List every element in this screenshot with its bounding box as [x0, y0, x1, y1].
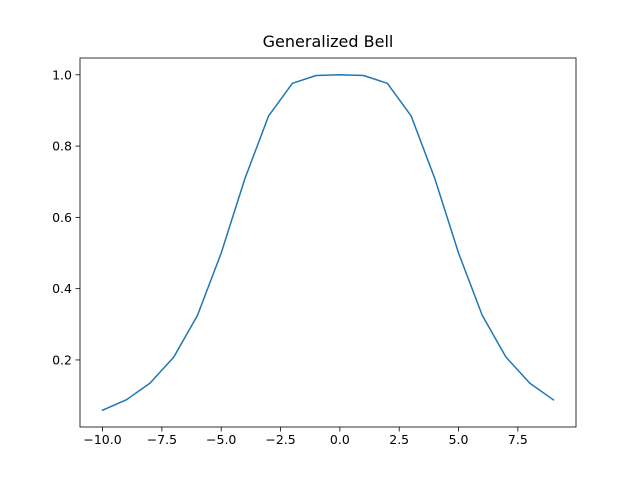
- chart-title: Generalized Bell: [262, 32, 394, 51]
- y-axis-ticks: 0.2 0.4 0.6 0.8 1.0: [52, 67, 80, 367]
- x-tick-label: −5.0: [206, 432, 236, 447]
- x-tick-label: −7.5: [147, 432, 177, 447]
- y-tick-label: 0.2: [52, 352, 72, 367]
- x-axis-ticks: −10.0 −7.5 −5.0 −2.5 0.0 2.5 5.0 7.5: [83, 427, 528, 447]
- x-tick-label: 7.5: [508, 432, 528, 447]
- plot-frame: [79, 57, 577, 428]
- x-tick-label: −10.0: [83, 432, 121, 447]
- x-tick-label: −2.5: [265, 432, 295, 447]
- axes-layer: [79, 57, 577, 428]
- y-tick-label: 0.4: [52, 281, 72, 296]
- x-tick-label: 5.0: [449, 432, 469, 447]
- y-tick-label: 0.6: [52, 210, 72, 225]
- y-tick-label: 0.8: [52, 139, 72, 154]
- x-tick-label: 2.5: [389, 432, 409, 447]
- series-line-0: [101, 74, 555, 412]
- y-tick-label: 1.0: [52, 67, 72, 82]
- series-layer: [101, 74, 555, 412]
- x-tick-label: 0.0: [330, 432, 350, 447]
